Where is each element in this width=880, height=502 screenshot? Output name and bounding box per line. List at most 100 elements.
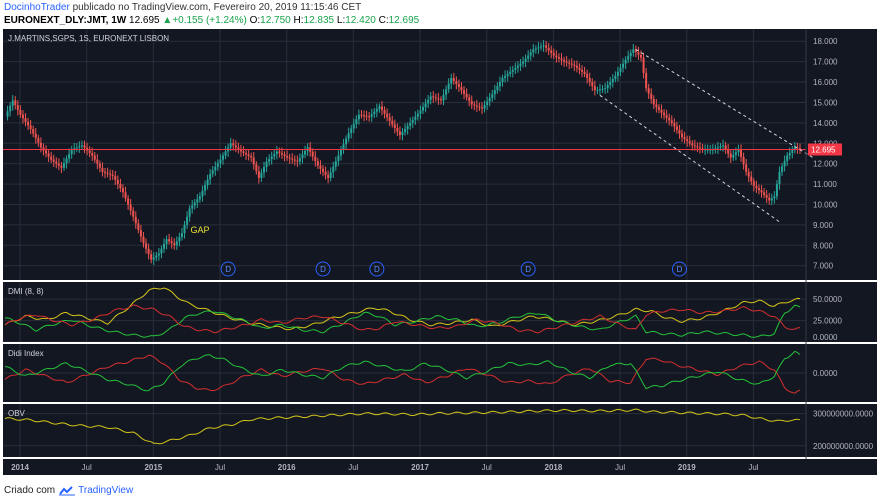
candle-body bbox=[263, 167, 266, 173]
time-tick-label: Jul bbox=[215, 463, 225, 472]
candle-body bbox=[611, 78, 614, 83]
candle-body bbox=[563, 60, 566, 62]
didi-axis-pane bbox=[806, 344, 877, 402]
candle-body bbox=[21, 114, 24, 119]
candle-body bbox=[216, 163, 219, 167]
candle-body bbox=[734, 152, 737, 155]
candle-body bbox=[16, 105, 19, 110]
candle-body bbox=[560, 58, 563, 61]
candle-body bbox=[155, 255, 158, 258]
candle-body bbox=[742, 156, 745, 165]
candle-body bbox=[683, 137, 686, 140]
dmi-tick-label: 0.0000 bbox=[813, 333, 838, 342]
candle-body bbox=[391, 120, 394, 125]
open-label: O: bbox=[249, 15, 261, 26]
candle-body bbox=[414, 116, 417, 120]
candle-body bbox=[624, 59, 627, 64]
candle-body bbox=[450, 77, 453, 84]
candle-body bbox=[383, 110, 386, 114]
candle-body bbox=[57, 163, 60, 166]
candle-body bbox=[532, 49, 535, 53]
candle-body bbox=[273, 153, 276, 157]
dmi-tick-label: 25.0000 bbox=[813, 317, 842, 326]
candle-body bbox=[170, 241, 173, 244]
candle-body bbox=[429, 96, 432, 100]
candle-body bbox=[275, 151, 278, 154]
candle-body bbox=[437, 98, 440, 100]
candle-body bbox=[324, 171, 327, 175]
candle-body bbox=[745, 164, 748, 172]
candle-body bbox=[491, 94, 494, 98]
dividend-marker-label: D bbox=[320, 265, 326, 274]
candle-body bbox=[727, 149, 730, 154]
candle-body bbox=[283, 154, 286, 157]
candle-body bbox=[542, 45, 545, 47]
candle-body bbox=[581, 69, 584, 72]
candle-body bbox=[280, 152, 283, 155]
last-price-label: 12.695 bbox=[811, 146, 836, 155]
candle-body bbox=[468, 97, 471, 101]
candle-body bbox=[575, 65, 578, 68]
candle-body bbox=[260, 172, 263, 178]
candle-body bbox=[657, 107, 660, 110]
candle-body bbox=[691, 143, 694, 146]
candle-body bbox=[350, 128, 353, 134]
candle-body bbox=[747, 171, 750, 177]
candle-body bbox=[132, 210, 135, 217]
candle-body bbox=[150, 254, 153, 260]
open-value: 12.750 bbox=[260, 15, 291, 26]
time-tick-label: Jul bbox=[82, 463, 92, 472]
candle-body bbox=[670, 120, 673, 123]
candle-body bbox=[632, 49, 635, 53]
time-tick-label: Jul bbox=[482, 463, 492, 472]
candle-body bbox=[83, 145, 86, 148]
candle-body bbox=[119, 184, 122, 189]
tradingview-link[interactable]: TradingView bbox=[78, 485, 134, 496]
candle-body bbox=[788, 152, 791, 156]
candle-body bbox=[496, 86, 499, 91]
candle-body bbox=[221, 155, 224, 160]
price-tick-label: 18.000 bbox=[813, 37, 838, 46]
candle-body bbox=[755, 186, 758, 189]
candle-body bbox=[460, 87, 463, 91]
candle-body bbox=[791, 150, 794, 153]
candle-body bbox=[665, 115, 668, 118]
candle-body bbox=[250, 156, 253, 158]
candle-body bbox=[111, 174, 114, 176]
author-link[interactable]: DocinhoTrader bbox=[4, 2, 70, 13]
candle-body bbox=[729, 153, 732, 158]
candle-body bbox=[781, 166, 784, 172]
dmi-minus-line bbox=[4, 304, 801, 334]
dmi-tick-label: 50.0000 bbox=[813, 295, 842, 304]
candle-body bbox=[139, 230, 142, 237]
symbol-quote-line: EURONEXT_DLY:JMT, 1W 12.695 ▲+0.155 (+1.… bbox=[4, 15, 419, 26]
chart-svg[interactable]: 2014 Jul 2015 Jul 2016 Jul 2017 Jul 2018 Jul 2019 J… bbox=[0, 29, 880, 475]
created-with-label: Criado com bbox=[4, 485, 56, 496]
candle-body bbox=[652, 99, 655, 105]
dividend-marker-label: D bbox=[677, 265, 683, 274]
candle-body bbox=[219, 159, 222, 164]
candle-body bbox=[270, 156, 273, 160]
candle-body bbox=[573, 64, 576, 66]
chart-area[interactable]: 2014 Jul 2015 Jul 2016 Jul 2017 Jul 2018 Jul 2019 J… bbox=[0, 29, 880, 475]
candle-body bbox=[678, 130, 681, 134]
candle-body bbox=[555, 55, 558, 58]
candle-body bbox=[288, 157, 291, 159]
candle-body bbox=[78, 146, 81, 148]
candle-body bbox=[347, 133, 350, 139]
candle-body bbox=[396, 127, 399, 132]
chart-title: J.MARTINS,SGPS, 1S, EURONEXT LISBON bbox=[8, 34, 169, 43]
candle-body bbox=[760, 190, 763, 193]
candle-body bbox=[570, 63, 573, 65]
candle-body bbox=[609, 82, 612, 86]
candle-body bbox=[334, 161, 337, 167]
last-price: 12.695 bbox=[129, 15, 160, 26]
obv-line bbox=[4, 408, 801, 445]
candle-body bbox=[298, 158, 301, 162]
up-arrow-icon: ▲ bbox=[162, 15, 173, 26]
price-tick-label: 14.000 bbox=[813, 119, 838, 128]
candle-body bbox=[60, 165, 63, 168]
candle-body bbox=[498, 82, 501, 87]
candle-body bbox=[501, 77, 504, 83]
low-label: L: bbox=[336, 15, 346, 26]
